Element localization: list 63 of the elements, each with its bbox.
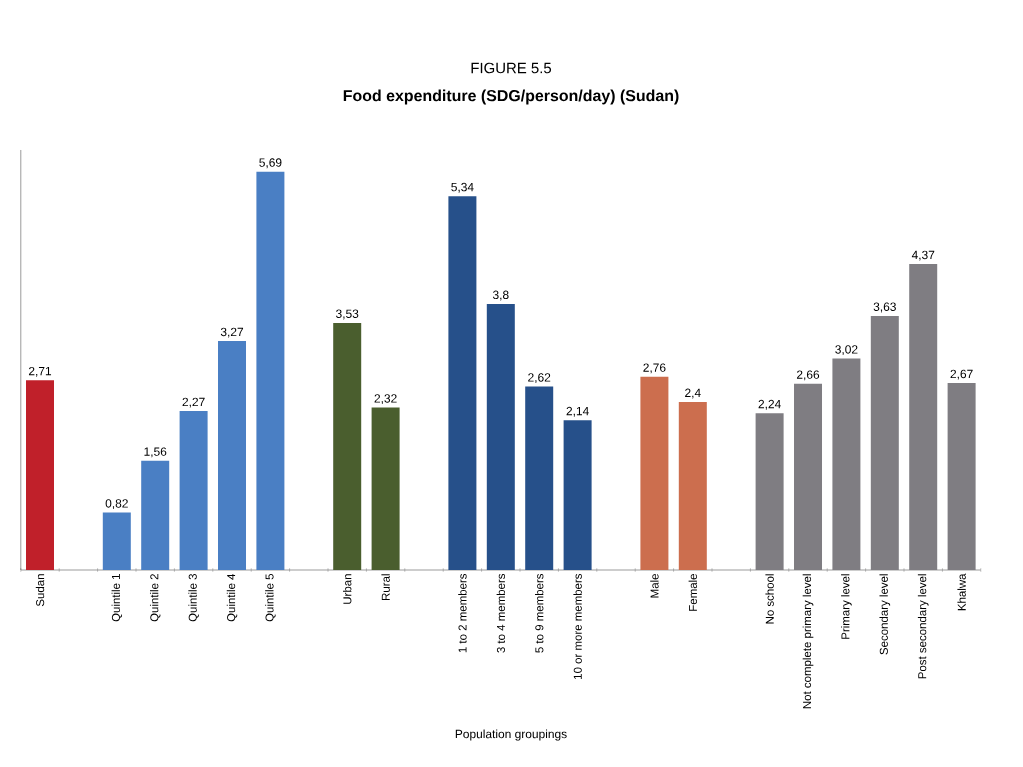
- bar: [563, 420, 592, 570]
- x-tick-label: Khalwa: [957, 573, 966, 611]
- x-tick-label: Primary level: [841, 574, 852, 639]
- data-label: 3,53: [336, 309, 359, 320]
- bar: [794, 383, 823, 570]
- bar: [218, 341, 246, 570]
- x-tick-label: Post secondary level: [917, 574, 929, 679]
- data-label: 2,4: [685, 388, 701, 399]
- data-label: 2,66: [796, 370, 820, 381]
- bar: [832, 358, 861, 570]
- data-label: 2,67: [950, 369, 973, 380]
- x-tick-label: Quintile 3: [188, 574, 199, 622]
- chart-subtitle: Food expenditure (SDG/person/day) (Sudan): [343, 89, 679, 105]
- bar: [525, 386, 554, 570]
- chart-title: FIGURE 5.5: [471, 62, 552, 74]
- bar: [947, 383, 976, 570]
- x-tick-label: No school: [765, 574, 774, 624]
- x-tick-label: Female: [688, 574, 698, 611]
- bar: [141, 460, 170, 570]
- x-tick-label: Not complete primary level: [802, 574, 814, 709]
- data-label: 2,14: [566, 406, 589, 417]
- x-tick-label: Quintile 1: [111, 574, 123, 622]
- bar: [640, 376, 669, 570]
- data-label: 2,76: [643, 363, 666, 374]
- bar: [371, 407, 400, 570]
- data-label: 5,69: [259, 158, 282, 169]
- x-tick-label: Urban: [343, 574, 352, 604]
- bar: [448, 196, 477, 570]
- data-label: 3,63: [873, 302, 896, 313]
- x-tick-label: Sudan: [35, 574, 45, 607]
- bar: [755, 413, 784, 570]
- data-label: 4,37: [911, 250, 935, 261]
- bar: [102, 512, 131, 570]
- x-tick-label: 1 to 2 members: [458, 573, 467, 653]
- data-label: 3,27: [220, 327, 244, 338]
- x-tick-label: Rural: [381, 574, 390, 600]
- bar: [256, 171, 285, 570]
- x-tick-label: Quintile 5: [265, 574, 276, 622]
- x-tick-label: Male: [650, 574, 659, 598]
- x-tick-label: Quintile 2: [149, 574, 161, 622]
- bar: [486, 304, 515, 570]
- data-label: 2,24: [758, 399, 781, 410]
- bar: [909, 264, 938, 570]
- data-label: 3,8: [492, 290, 509, 301]
- data-label: 1,56: [144, 447, 167, 458]
- x-tick-label: 3 to 4 members: [496, 573, 506, 653]
- data-label: 3,02: [835, 345, 858, 356]
- data-label: 0,82: [105, 499, 128, 510]
- data-label: 2,62: [528, 373, 551, 384]
- x-tick-label: 10 or more members: [573, 573, 582, 679]
- x-tick-label: 5 to 9 members: [535, 573, 544, 653]
- bar: [26, 380, 54, 570]
- data-label: 2,32: [374, 394, 397, 405]
- x-axis-title: Population groupings: [455, 729, 567, 741]
- bar: [179, 411, 208, 570]
- data-label: 2,27: [182, 397, 205, 408]
- data-label: 5,34: [451, 182, 474, 193]
- bar: [870, 315, 899, 570]
- x-tick-label: Secondary level: [879, 574, 891, 655]
- bar: [333, 322, 362, 570]
- bar: [678, 402, 707, 570]
- x-tick-label: Quintile 4: [226, 573, 238, 622]
- data-label: 2,71: [28, 366, 52, 377]
